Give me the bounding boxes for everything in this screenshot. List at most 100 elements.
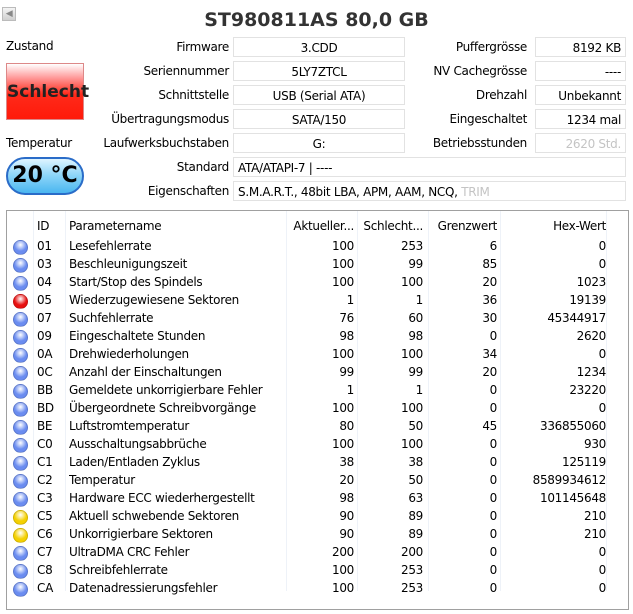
column-header-hexwert[interactable]: Hex-Wert bbox=[553, 219, 606, 233]
cell-raw: 336855060 bbox=[539, 419, 606, 433]
table-row[interactable]: BD Übergeordnete Schreibvorgänge 100 100 0 0 bbox=[7, 399, 628, 417]
status-good-icon bbox=[13, 456, 28, 471]
table-row[interactable]: 04 Start/Stop des Spindels 100 100 20 1023 bbox=[7, 273, 628, 291]
table-row[interactable]: C1 Laden/Entladen Zyklus 38 38 0 125119 bbox=[7, 453, 628, 471]
table-row[interactable]: 07 Suchfehlerrate 76 60 30 45344917 bbox=[7, 309, 628, 327]
cell-worst: 100 bbox=[400, 275, 423, 289]
cell-threshold: 0 bbox=[489, 491, 497, 505]
info-value: 1234 mal bbox=[535, 109, 626, 129]
cell-current: 38 bbox=[339, 455, 354, 469]
column-header-aktueller[interactable]: Aktueller... bbox=[293, 219, 354, 233]
cell-name: Wiederzugewiesene Sektoren bbox=[69, 293, 239, 307]
info-label: Drehzahl bbox=[475, 88, 527, 102]
column-divider bbox=[33, 211, 34, 591]
status-good-icon bbox=[13, 384, 28, 399]
cell-threshold: 85 bbox=[482, 257, 497, 271]
table-row[interactable]: C2 Temperatur 20 50 0 8589934612 bbox=[7, 471, 628, 489]
info-label: Laufwerksbuchstaben bbox=[103, 136, 229, 150]
cell-raw: 0 bbox=[598, 401, 606, 415]
cell-id: 04 bbox=[37, 275, 52, 289]
table-row[interactable]: C7 UltraDMA CRC Fehler 200 200 0 0 bbox=[7, 543, 628, 561]
cell-raw: 0 bbox=[598, 581, 606, 595]
cell-id: C0 bbox=[37, 437, 53, 451]
table-row[interactable]: C5 Aktuell schwebende Sektoren 90 89 0 210 bbox=[7, 507, 628, 525]
cell-current: 98 bbox=[339, 329, 354, 343]
health-status-button[interactable]: Schlecht bbox=[6, 63, 89, 120]
cell-current: 100 bbox=[331, 437, 354, 451]
table-row[interactable]: CA Datenadressierungsfehler 100 253 0 0 bbox=[7, 579, 628, 597]
features-disabled: TRIM bbox=[461, 185, 490, 199]
table-row[interactable]: C6 Unkorrigierbare Sektoren 90 89 0 210 bbox=[7, 525, 628, 543]
column-header-parametername[interactable]: Parametername bbox=[69, 219, 162, 233]
table-row[interactable]: 0C Anzahl der Einschaltungen 99 99 20 1234 bbox=[7, 363, 628, 381]
cell-name: Lesefehlerrate bbox=[69, 239, 152, 253]
status-good-icon bbox=[13, 258, 28, 273]
cell-raw: 0 bbox=[598, 347, 606, 361]
info-label: Schnittstelle bbox=[158, 88, 229, 102]
info-value: G: bbox=[233, 133, 405, 153]
table-row[interactable]: 03 Beschleunigungszeit 100 99 85 0 bbox=[7, 255, 628, 273]
status-good-icon bbox=[13, 492, 28, 507]
cell-name: Suchfehlerrate bbox=[69, 311, 154, 325]
info-value: USB (Serial ATA) bbox=[233, 85, 405, 105]
cell-id: 07 bbox=[37, 311, 52, 325]
temperature-button[interactable]: 20 °C bbox=[6, 157, 84, 195]
table-header: ID Parametername Aktueller... Schlecht... Gr… bbox=[7, 217, 628, 235]
info-value: ---- bbox=[535, 61, 626, 81]
cell-threshold: 20 bbox=[482, 365, 497, 379]
table-row[interactable]: C3 Hardware ECC wiederhergestellt 98 63 0 101… bbox=[7, 489, 628, 507]
cell-threshold: 0 bbox=[489, 401, 497, 415]
status-good-icon bbox=[13, 474, 28, 489]
previous-drive-button[interactable]: ◀ bbox=[2, 7, 16, 21]
table-row[interactable]: BE Luftstromtemperatur 80 50 45 336855060 bbox=[7, 417, 628, 435]
smart-table[interactable]: ID Parametername Aktueller... Schlecht... Gr… bbox=[6, 210, 629, 610]
cell-worst: 253 bbox=[400, 563, 423, 577]
cell-name: Datenadressierungsfehler bbox=[69, 581, 218, 595]
cell-threshold: 0 bbox=[489, 473, 497, 487]
column-header-id[interactable]: ID bbox=[37, 219, 50, 233]
cell-name: Temperatur bbox=[69, 473, 135, 487]
cell-name: Luftstromtemperatur bbox=[69, 419, 190, 433]
cell-name: Unkorrigierbare Sektoren bbox=[69, 527, 213, 541]
cell-current: 90 bbox=[339, 527, 354, 541]
table-row[interactable]: BB Gemeldete unkorrigierbare Fehler 1 1 0 232… bbox=[7, 381, 628, 399]
cell-current: 98 bbox=[339, 491, 354, 505]
cell-worst: 89 bbox=[408, 527, 423, 541]
status-good-icon bbox=[13, 312, 28, 327]
cell-current: 100 bbox=[331, 257, 354, 271]
cell-threshold: 0 bbox=[489, 455, 497, 469]
cell-current: 1 bbox=[346, 383, 354, 397]
column-header-schlecht[interactable]: Schlecht... bbox=[363, 219, 423, 233]
cell-current: 100 bbox=[331, 347, 354, 361]
table-row[interactable]: 05 Wiederzugewiesene Sektoren 1 1 36 19139 bbox=[7, 291, 628, 309]
cell-worst: 100 bbox=[400, 347, 423, 361]
cell-raw: 0 bbox=[598, 563, 606, 577]
cell-name: UltraDMA CRC Fehler bbox=[69, 545, 190, 559]
table-row[interactable]: C0 Ausschaltungsabbrüche 100 100 0 930 bbox=[7, 435, 628, 453]
info-label: Puffergrösse bbox=[455, 40, 527, 54]
column-header-grenzwert[interactable]: Grenzwert bbox=[437, 219, 497, 233]
cell-id: C3 bbox=[37, 491, 53, 505]
column-divider bbox=[65, 211, 66, 591]
table-row[interactable]: 0A Drehwiederholungen 100 100 34 0 bbox=[7, 345, 628, 363]
cell-threshold: 30 bbox=[482, 311, 497, 325]
info-value: SATA/150 bbox=[233, 109, 405, 129]
cell-raw: 210 bbox=[583, 509, 606, 523]
cell-name: Gemeldete unkorrigierbare Fehler bbox=[69, 383, 263, 397]
cell-threshold: 6 bbox=[489, 239, 497, 253]
cell-threshold: 0 bbox=[489, 545, 497, 559]
cell-raw: 1023 bbox=[576, 275, 606, 289]
table-row[interactable]: 09 Eingeschaltete Stunden 98 98 0 2620 bbox=[7, 327, 628, 345]
table-row[interactable]: C8 Schreibfehlerrate 100 253 0 0 bbox=[7, 561, 628, 579]
info-value: 2620 Std. bbox=[535, 133, 626, 153]
cell-worst: 38 bbox=[408, 455, 423, 469]
info-label: Betriebsstunden bbox=[432, 136, 527, 150]
cell-threshold: 0 bbox=[489, 527, 497, 541]
table-row[interactable]: 01 Lesefehlerrate 100 253 6 0 bbox=[7, 237, 628, 255]
cell-worst: 253 bbox=[400, 239, 423, 253]
cell-raw: 0 bbox=[598, 545, 606, 559]
cell-id: C8 bbox=[37, 563, 53, 577]
cell-worst: 98 bbox=[408, 329, 423, 343]
cell-name: Laden/Entladen Zyklus bbox=[69, 455, 200, 469]
status-good-icon bbox=[13, 420, 28, 435]
